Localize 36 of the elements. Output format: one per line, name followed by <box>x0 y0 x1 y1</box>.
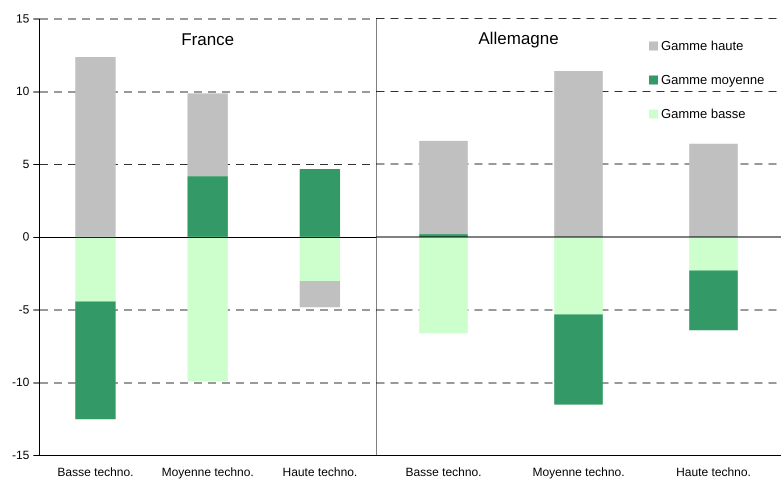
bar <box>554 70 603 237</box>
bar <box>187 176 228 237</box>
bar <box>689 270 738 330</box>
text: Allemagne <box>478 29 559 48</box>
x-tick-label: Moyenne techno. <box>532 465 625 480</box>
bar <box>300 169 340 237</box>
y-tick-label: 10 <box>16 84 30 98</box>
bar <box>75 301 116 420</box>
bar <box>689 238 738 271</box>
x-tick-label: Haute techno. <box>676 465 751 480</box>
bar <box>75 57 116 237</box>
bar <box>187 93 228 176</box>
bar <box>419 140 468 234</box>
bar <box>300 281 340 308</box>
x-tick-label: Moyenne techno. <box>162 465 254 480</box>
y-tick-label: -5 <box>18 302 30 316</box>
bar <box>554 238 603 314</box>
x-tick-label: Basse techno. <box>57 465 134 480</box>
y-tick-label: -15 <box>12 448 30 462</box>
legend-label: Gamme haute <box>661 38 744 54</box>
bar <box>419 238 468 334</box>
bar <box>419 234 468 237</box>
x-tick-label: Basse techno. <box>405 465 482 480</box>
y-tick-label: 5 <box>22 156 30 171</box>
y-tick-label: -10 <box>12 375 30 390</box>
y-tick-label: 0 <box>22 230 30 244</box>
legend-label: Gamme basse <box>661 106 746 122</box>
bar <box>554 314 603 405</box>
legend-label: Gamme moyenne <box>661 72 764 88</box>
bar <box>187 238 228 382</box>
x-tick-label: Haute techno. <box>282 465 358 480</box>
text: France <box>181 30 234 49</box>
bar <box>689 144 738 237</box>
bar <box>300 238 340 282</box>
bar <box>75 238 116 302</box>
y-tick-label: 15 <box>16 12 30 26</box>
